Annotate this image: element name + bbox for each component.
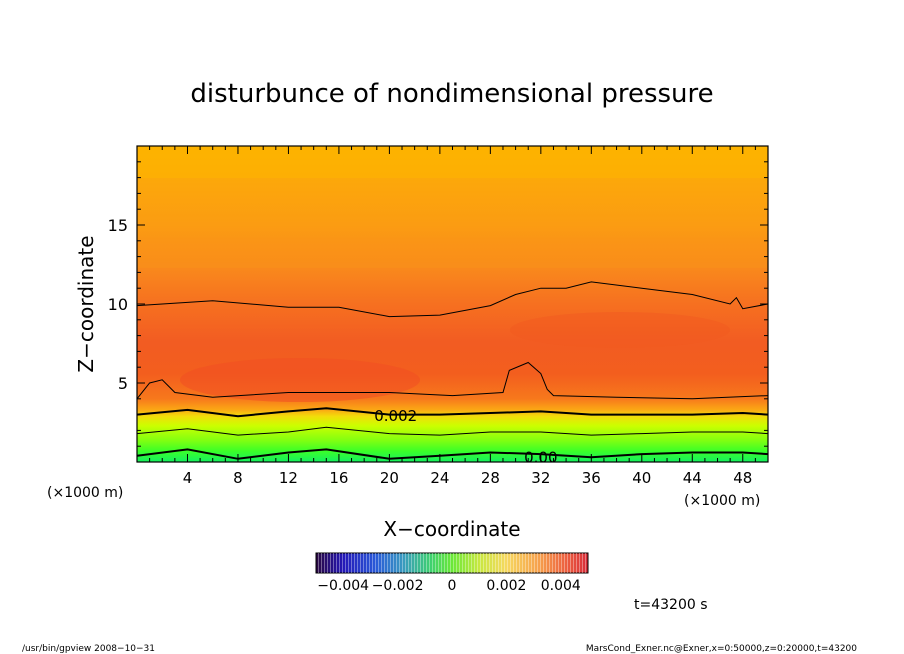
field-peak-blob xyxy=(180,358,420,402)
footer-left: /usr/bin/gpview 2008−10−31 xyxy=(22,644,155,654)
x-tick-label: 28 xyxy=(481,469,500,487)
contour-line xyxy=(137,281,768,318)
y-tick-label: 15 xyxy=(108,216,128,235)
contour-line xyxy=(137,361,768,400)
colorbar-tick-label: 0.004 xyxy=(541,578,581,594)
field-background xyxy=(137,146,768,462)
field-band-mid xyxy=(137,238,768,268)
x-axis-ticks: 4 8 12 16 20 24 28 32 36 40 44 48 xyxy=(149,146,756,487)
x-tick-label: 12 xyxy=(279,469,298,487)
y-axis-label: Z−coordinate xyxy=(74,235,98,372)
y-axis-ticks: 5 10 15 xyxy=(108,161,768,447)
colorbar-tick-label: 0.002 xyxy=(486,578,526,594)
x-unit-left: (×1000 m) xyxy=(47,485,123,501)
x-tick-label: 40 xyxy=(632,469,651,487)
x-unit-right: (×1000 m) xyxy=(684,493,760,509)
y-tick-label: 10 xyxy=(108,295,128,314)
x-tick-label: 32 xyxy=(531,469,550,487)
colorbar-stripes xyxy=(316,553,588,573)
chart-title: disturbunce of nondimensional pressure xyxy=(190,79,713,109)
colorbar: −0.004 −0.002 0 0.002 0.004 xyxy=(315,552,589,594)
contour-label: 0.002 xyxy=(374,407,417,425)
x-tick-label: 24 xyxy=(430,469,449,487)
x-axis-label: X−coordinate xyxy=(383,517,520,541)
time-label: t=43200 s xyxy=(634,597,708,613)
x-tick-label: 16 xyxy=(329,469,348,487)
x-tick-label: 4 xyxy=(183,469,193,487)
x-tick-label: 36 xyxy=(582,469,601,487)
field-band-upper xyxy=(137,146,768,178)
x-tick-label: 44 xyxy=(683,469,702,487)
x-tick-label: 8 xyxy=(233,469,243,487)
x-tick-label: 20 xyxy=(380,469,399,487)
contour-line xyxy=(137,448,768,460)
colorbar-tick-label: −0.002 xyxy=(372,578,424,594)
y-tick-label: 5 xyxy=(118,374,128,393)
colorbar-tick-label: 0 xyxy=(448,578,457,594)
contour-line xyxy=(137,407,768,418)
footer-right: MarsCond_Exner.nc@Exner,x=0:50000,z=0:20… xyxy=(586,644,857,654)
plot-area xyxy=(137,146,768,462)
contour-lines xyxy=(137,281,768,460)
field-peak-blob xyxy=(510,312,730,348)
x-tick-label: 48 xyxy=(733,469,752,487)
contour-line xyxy=(137,426,768,436)
colorbar-tick-labels: −0.004 −0.002 0 0.002 0.004 xyxy=(317,578,581,594)
colorbar-tick-label: −0.004 xyxy=(317,578,369,594)
